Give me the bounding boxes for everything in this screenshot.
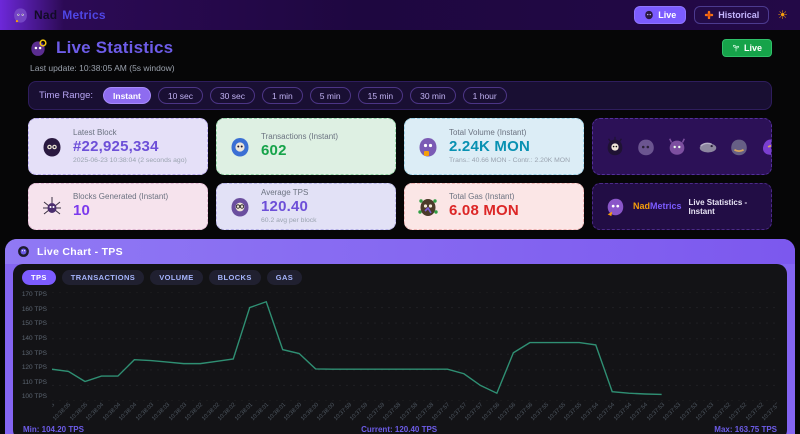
- average-tps-value: 120.40: [261, 197, 309, 215]
- y-tick-label: 120 TPS: [21, 364, 47, 372]
- chart-header: Live Chart - TPS: [5, 239, 795, 264]
- live-button-label: Live: [658, 10, 677, 20]
- y-tick-label: 100 TPS: [21, 393, 47, 401]
- tab-gas[interactable]: GAS: [266, 270, 303, 285]
- tab-transactions[interactable]: TRANSACTIONS: [61, 270, 145, 285]
- mascots-showcase-card: [592, 118, 772, 175]
- total-volume-label: Total Volume (Instant): [449, 127, 527, 137]
- historical-flower-icon: [705, 10, 714, 20]
- average-tps-label: Average TPS: [261, 187, 309, 197]
- y-tick-label: 150 TPS: [21, 320, 47, 328]
- time-range-option-30sec[interactable]: 30 sec: [209, 87, 255, 104]
- latest-block-label: Latest Block: [73, 127, 117, 137]
- page-title: Live Statistics: [56, 38, 174, 57]
- average-tps-subtext: 60.2 avg per block: [261, 216, 317, 224]
- y-tick-label: 160 TPS: [21, 305, 47, 313]
- chart-footer: Min: 104.20 TPS Current: 120.40 TPS Max:…: [13, 425, 787, 434]
- live-badge-label: Live: [743, 43, 762, 53]
- chart-tabs: TPS TRANSACTIONS VOLUME BLOCKS GAS: [13, 264, 787, 288]
- branding-card: NadMetrics Live Statistics - Instant: [592, 183, 772, 230]
- blocks-generated-label: Blocks Generated (Instant): [73, 192, 169, 202]
- tab-volume[interactable]: VOLUME: [150, 270, 203, 285]
- total-gas-value: 6.08 MON: [449, 202, 519, 220]
- top-bar: Nad Metrics Live Historical ☀: [0, 0, 800, 30]
- brand-logo[interactable]: Nad Metrics: [12, 7, 106, 24]
- brand-name-primary: Nad: [34, 8, 58, 22]
- transactions-card: Transactions (Instant) 602: [216, 118, 396, 175]
- total-volume-card: Total Volume (Instant) 2.24K MON Trans.:…: [404, 118, 584, 175]
- live-mode-button[interactable]: Live: [634, 6, 687, 24]
- spider-mascot-icon: [43, 196, 61, 214]
- y-tick-label: 110 TPS: [22, 378, 47, 386]
- blocks-generated-value: 10: [73, 202, 91, 220]
- total-gas-mascot-icon: [418, 198, 438, 216]
- time-range-option-5min[interactable]: 5 min: [309, 87, 351, 104]
- mascot-5-icon: [731, 139, 747, 155]
- y-axis-labels: 170 TPS 160 TPS 150 TPS 140 TPS 130 TPS …: [19, 291, 52, 401]
- theme-toggle-sun-icon[interactable]: ☀: [777, 8, 788, 22]
- time-range-option-1hour[interactable]: 1 hour: [462, 87, 507, 104]
- chart-max-value: Max: 163.75 TPS: [714, 425, 777, 434]
- average-tps-mascot-icon: [231, 197, 249, 216]
- chart-header-coin-icon: [18, 246, 29, 257]
- branding-card-caption: Live Statistics - Instant: [688, 197, 748, 216]
- latest-block-card: Latest Block #22,925,334 2025-06-23 10:3…: [28, 118, 208, 175]
- tab-blocks[interactable]: BLOCKS: [208, 270, 261, 285]
- time-range-option-15min[interactable]: 15 min: [357, 87, 404, 104]
- total-volume-subtext: Trans.: 40.66 MON - Contr.: 2.20K MON: [449, 156, 570, 164]
- total-gas-label: Total Gas (Instant): [449, 192, 515, 202]
- tps-series-line: [52, 302, 662, 395]
- historical-button-label: Historical: [718, 10, 760, 20]
- time-range-option-instant[interactable]: Instant: [103, 87, 151, 104]
- y-tick-label: 130 TPS: [21, 349, 47, 357]
- time-range-bar: Time Range: Instant 10 sec 30 sec 1 min …: [28, 81, 772, 110]
- total-volume-mascot-icon: [419, 137, 437, 156]
- sprout-icon: [732, 44, 739, 52]
- historical-mode-button[interactable]: Historical: [694, 6, 770, 24]
- brand-name-secondary: Metrics: [62, 8, 106, 22]
- live-chart-card: Live Chart - TPS TPS TRANSACTIONS VOLUME…: [5, 239, 795, 434]
- blocks-generated-card: Blocks Generated (Instant) 10: [28, 183, 208, 230]
- chart-min-value: Min: 104.20 TPS: [23, 425, 84, 434]
- live-statistics-mascot-icon: [31, 39, 47, 56]
- mascot-4-icon: [699, 142, 717, 152]
- transactions-mascot-icon: [231, 137, 249, 156]
- time-range-label: Time Range:: [39, 90, 94, 101]
- latest-block-value: #22,925,334: [73, 137, 159, 155]
- latest-block-subtext: 2025-06-23 10:38:04 (2 seconds ago): [73, 156, 187, 164]
- last-update-text: Last update: 10:38:05 AM (5s window): [30, 63, 175, 73]
- branding-card-logo-text: NadMetrics: [633, 201, 682, 211]
- chart-panel: TPS TRANSACTIONS VOLUME BLOCKS GAS 170 T…: [13, 264, 787, 434]
- brand-mascot-icon: [14, 7, 27, 23]
- x-axis-labels: 10:38:05 10:38:05 10:38:05 10:38:04 10:38:04…: [52, 401, 777, 425]
- live-status-badge[interactable]: Live: [721, 39, 772, 57]
- tps-line-chart[interactable]: [52, 292, 777, 401]
- transactions-label: Transactions (Instant): [261, 132, 339, 142]
- time-range-option-1min[interactable]: 1 min: [262, 87, 303, 104]
- average-tps-card: Average TPS 120.40 60.2 avg per block: [216, 183, 396, 230]
- transactions-value: 602: [261, 142, 287, 160]
- mascot-3-icon: [669, 137, 685, 155]
- total-gas-card: Total Gas (Instant) 6.08 MON: [404, 183, 584, 230]
- time-range-option-10sec[interactable]: 10 sec: [157, 87, 203, 104]
- mascot-6-icon: [762, 139, 771, 155]
- mascot-1-icon: [607, 136, 623, 155]
- y-tick-label: 140 TPS: [21, 334, 47, 342]
- latest-block-mascot-icon: [43, 137, 61, 156]
- mascot-2-icon: [638, 139, 654, 155]
- chart-current-value: Current: 120.40 TPS: [361, 425, 438, 434]
- total-volume-value: 2.24K MON: [449, 137, 530, 155]
- time-range-option-30min[interactable]: 30 min: [410, 87, 456, 104]
- tab-tps[interactable]: TPS: [22, 270, 56, 285]
- live-mascot-icon: [645, 10, 653, 20]
- branding-mascot-icon: [607, 198, 624, 216]
- branding-card-logo-secondary: Metrics: [650, 201, 682, 211]
- y-tick-label: 170 TPS: [21, 291, 47, 298]
- chart-title: Live Chart - TPS: [37, 245, 123, 258]
